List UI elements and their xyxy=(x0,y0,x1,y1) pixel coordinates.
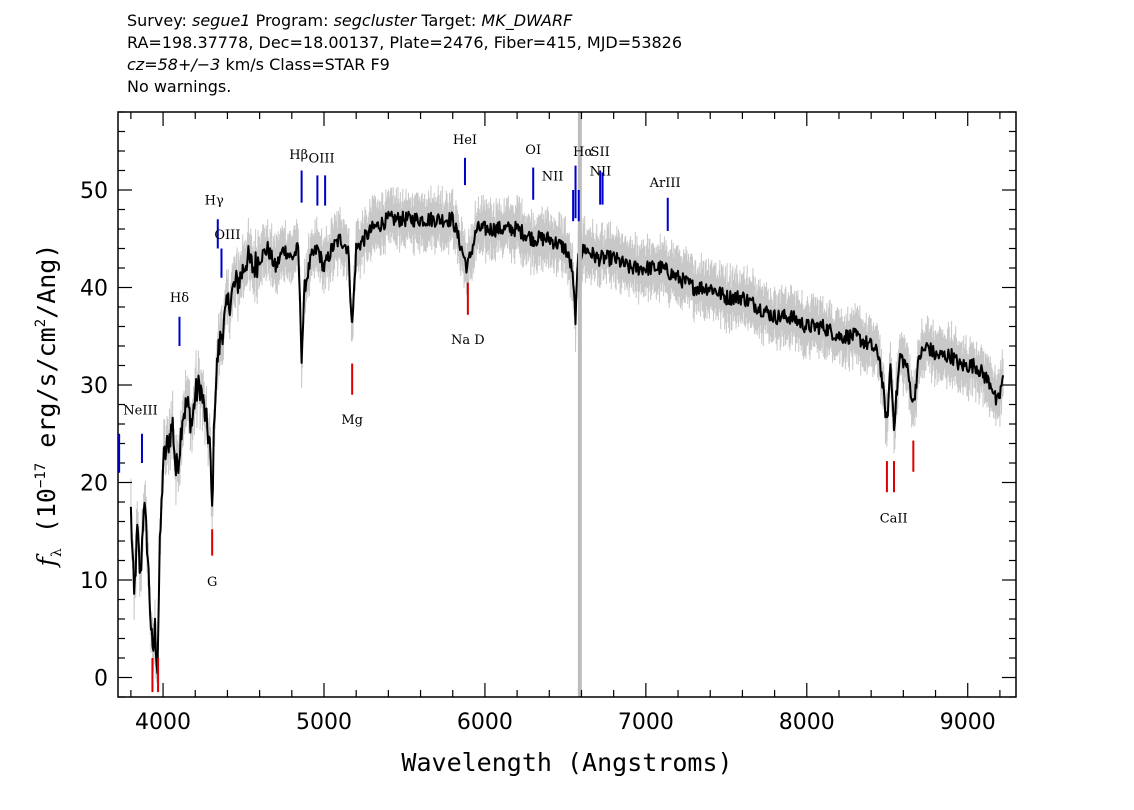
spectrum-header: Survey: segue1 Program: segcluster Targe… xyxy=(127,10,682,98)
target-label: Target: xyxy=(421,11,477,30)
emission-line-label: OI xyxy=(525,143,541,158)
emission-line-label: OIII xyxy=(309,152,335,167)
emission-line-label: NII xyxy=(590,164,612,179)
emission-line-label: OIII xyxy=(214,228,240,243)
redshift-unit: km/s xyxy=(225,55,265,74)
plot-frame xyxy=(117,111,1017,698)
header-line-warnings: No warnings. xyxy=(127,77,232,96)
emission-line-label: NII xyxy=(542,169,564,184)
y-tick-label: 20 xyxy=(80,472,108,497)
x-tick-label: 9000 xyxy=(940,710,996,735)
x-tick-label: 7000 xyxy=(618,710,674,735)
program-label: Program: xyxy=(255,11,329,30)
survey-label: Survey: xyxy=(127,11,187,30)
survey-value: segue1 xyxy=(191,11,251,30)
y-tick-label: 10 xyxy=(80,569,108,594)
x-tick-label: 8000 xyxy=(779,710,835,735)
absorption-line-label: Mg xyxy=(341,413,363,428)
y-tick-label: 30 xyxy=(80,374,108,399)
target-value: MK_DWARF xyxy=(481,11,573,30)
emission-line-label: Hα xyxy=(573,145,593,160)
emission-line-label: Hγ xyxy=(205,194,224,209)
y-tick-label: 40 xyxy=(80,277,108,302)
emission-line-label: HeI xyxy=(453,133,477,148)
header-line-coords: RA=198.37778, Dec=18.00137, Plate=2476, … xyxy=(127,33,683,52)
y-tick-label: 50 xyxy=(80,179,108,204)
x-tick-label: 4000 xyxy=(135,710,191,735)
x-tick-label: 6000 xyxy=(457,710,513,735)
absorption-line-label: Na D xyxy=(451,333,485,348)
emission-line-label: Hβ xyxy=(289,148,308,163)
emission-line-label: ArIII xyxy=(649,176,681,191)
y-axis-title: fλ (10−17 erg/s/cm2/Ang) xyxy=(32,244,65,569)
y-tick-label: 0 xyxy=(94,667,108,692)
header-line-survey: Survey: segue1 Program: segcluster Targe… xyxy=(127,10,682,32)
emission-line-label: SII xyxy=(591,145,610,160)
redshift-value: cz=58+/−3 xyxy=(127,55,221,74)
x-axis-title: Wavelength (Angstroms) xyxy=(401,748,732,777)
header-line-class: cz=58+/−3 km/s Class=STAR F9 xyxy=(127,54,682,76)
program-value: segcluster xyxy=(333,11,417,30)
absorption-line-label: CaII xyxy=(880,512,908,527)
class-value: Class=STAR F9 xyxy=(269,55,390,74)
x-tick-label: 5000 xyxy=(296,710,352,735)
absorption-line-label: G xyxy=(207,575,217,590)
flux-line xyxy=(129,210,1005,675)
emission-line-label: Hδ xyxy=(170,291,189,306)
emission-line-label: NeIII xyxy=(123,403,157,418)
